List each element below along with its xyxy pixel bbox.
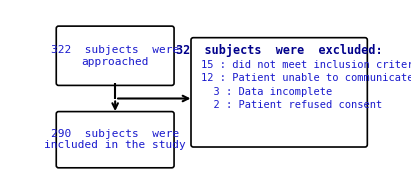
Text: 2 : Patient refused consent: 2 : Patient refused consent [201,100,382,110]
FancyBboxPatch shape [56,112,174,168]
Text: 15 : did not meet inclusion criteria: 15 : did not meet inclusion criteria [201,60,411,70]
FancyBboxPatch shape [56,26,174,85]
Text: 322  subjects  were
approached: 322 subjects were approached [51,45,179,67]
Text: 3 : Data incomplete: 3 : Data incomplete [201,87,332,97]
FancyBboxPatch shape [191,38,367,147]
Text: 32  subjects  were  excluded:: 32 subjects were excluded: [176,44,383,57]
Text: 12 : Patient unable to communicate: 12 : Patient unable to communicate [201,73,411,83]
Text: 290  subjects  were
included in the study: 290 subjects were included in the study [44,129,186,151]
